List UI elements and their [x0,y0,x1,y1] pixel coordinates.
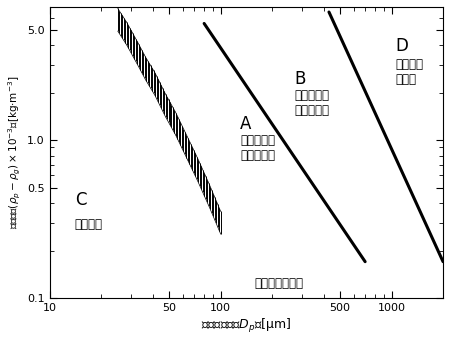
Text: 均一流動化
領域がない: 均一流動化 領域がない [294,90,329,117]
Text: C: C [75,190,86,209]
Text: 均一流動化
領域がある: 均一流動化 領域がある [240,134,275,162]
Text: 遅い気泡
が大半: 遅い気泡 が大半 [395,58,423,87]
X-axis label: 平均粒子径　$D_p$　[μm]: 平均粒子径 $D_p$ [μm] [201,317,292,335]
Text: 気泡分裂頻度大: 気泡分裂頻度大 [255,277,304,290]
Text: 難流動性: 難流動性 [75,218,103,231]
Y-axis label: 密度差　$(\rho_p - \rho_g)\times10^{-3}$　[kg$\cdot$m$^{-3}$]: 密度差 $(\rho_p - \rho_g)\times10^{-3}$ [kg… [7,76,23,229]
Text: A: A [240,115,252,133]
Text: D: D [395,37,408,55]
Text: B: B [294,70,306,88]
